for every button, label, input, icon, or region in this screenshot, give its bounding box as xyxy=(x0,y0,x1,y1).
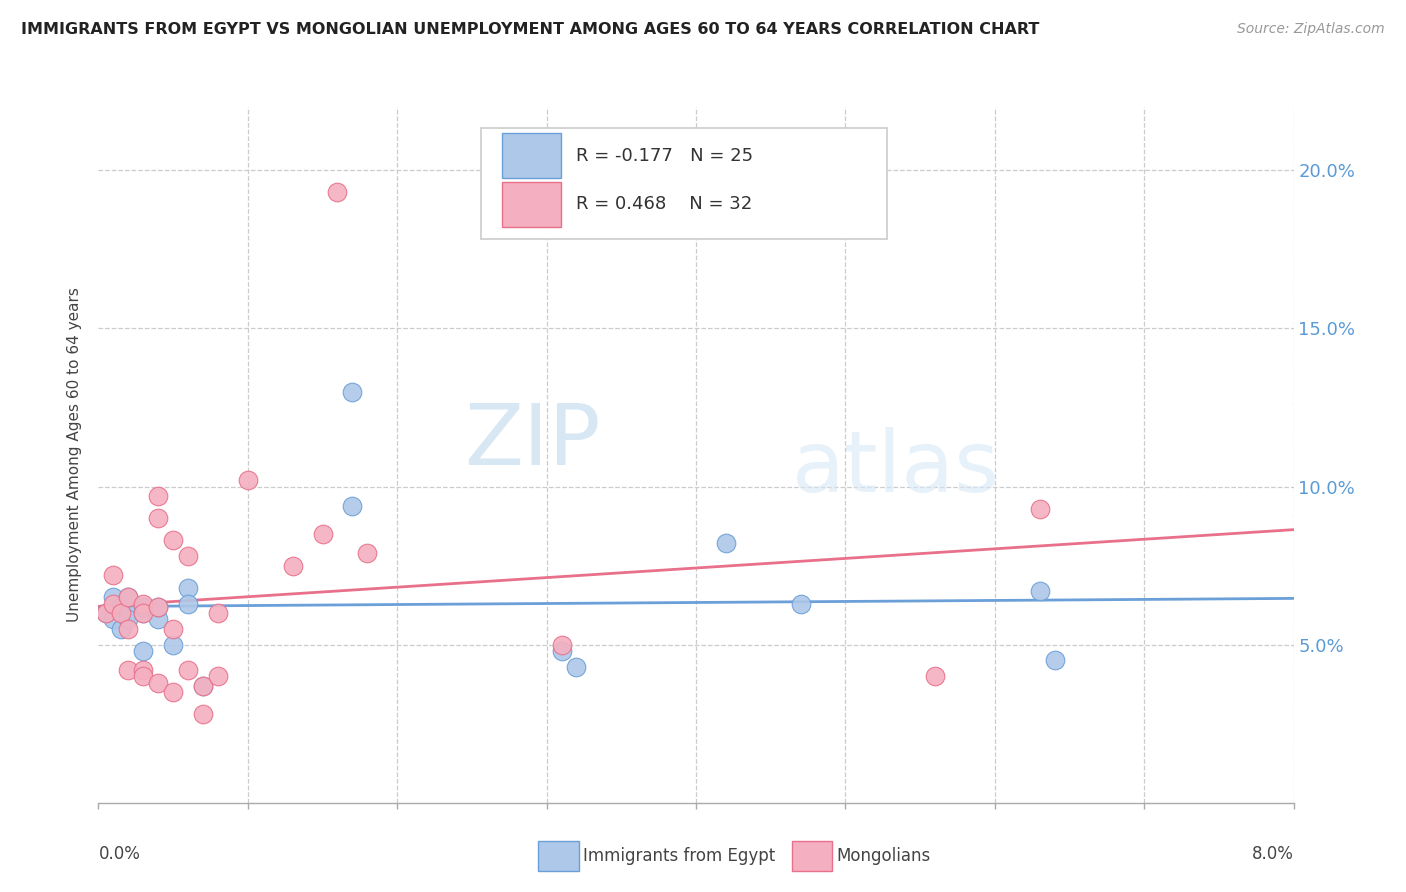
Point xyxy=(342,499,364,513)
Text: 0.0%: 0.0% xyxy=(98,845,141,863)
Text: Source: ZipAtlas.com: Source: ZipAtlas.com xyxy=(1237,22,1385,37)
Point xyxy=(103,597,125,611)
Point xyxy=(132,599,155,614)
Text: R = -0.177   N = 25: R = -0.177 N = 25 xyxy=(576,147,754,165)
Point xyxy=(117,622,139,636)
Point xyxy=(117,591,139,605)
Point xyxy=(117,663,139,677)
Point xyxy=(132,669,155,683)
Point xyxy=(191,679,214,693)
Text: atlas: atlas xyxy=(792,427,1000,510)
Point xyxy=(177,597,200,611)
Point xyxy=(162,685,184,699)
Point xyxy=(162,533,184,548)
Text: ZIP: ZIP xyxy=(464,400,600,483)
Point xyxy=(148,612,170,626)
Point xyxy=(311,527,333,541)
Text: Immigrants from Egypt: Immigrants from Egypt xyxy=(583,847,776,865)
Point xyxy=(326,186,349,200)
Point xyxy=(177,549,200,563)
Point xyxy=(110,622,132,636)
Point xyxy=(132,606,155,620)
Point xyxy=(207,606,229,620)
Point xyxy=(191,707,214,722)
Point xyxy=(1028,501,1050,516)
Point xyxy=(110,599,132,614)
Text: R = 0.468    N = 32: R = 0.468 N = 32 xyxy=(576,195,752,213)
Point xyxy=(550,638,572,652)
Point xyxy=(281,558,304,573)
Point xyxy=(103,591,125,605)
Point xyxy=(148,511,170,525)
Point xyxy=(132,606,155,620)
Point xyxy=(356,546,378,560)
Point xyxy=(103,612,125,626)
Point xyxy=(177,663,200,677)
FancyBboxPatch shape xyxy=(502,134,561,178)
Text: Mongolians: Mongolians xyxy=(837,847,931,865)
Point xyxy=(1028,583,1050,598)
Point xyxy=(236,473,259,487)
Point xyxy=(207,669,229,683)
Point xyxy=(565,660,588,674)
Point xyxy=(132,597,155,611)
Point xyxy=(924,669,946,683)
Point xyxy=(132,644,155,658)
Point xyxy=(94,606,117,620)
Point xyxy=(148,489,170,503)
Point xyxy=(132,663,155,677)
Y-axis label: Unemployment Among Ages 60 to 64 years: Unemployment Among Ages 60 to 64 years xyxy=(67,287,83,623)
Point xyxy=(177,581,200,595)
FancyBboxPatch shape xyxy=(481,128,887,239)
Point xyxy=(162,638,184,652)
Point xyxy=(103,568,125,582)
Point xyxy=(117,612,139,626)
Point xyxy=(162,622,184,636)
Point xyxy=(148,599,170,614)
Point xyxy=(714,536,737,550)
Point xyxy=(117,591,139,605)
Point xyxy=(789,597,811,611)
Point xyxy=(110,606,132,620)
Point xyxy=(1043,653,1066,667)
Text: IMMIGRANTS FROM EGYPT VS MONGOLIAN UNEMPLOYMENT AMONG AGES 60 TO 64 YEARS CORREL: IMMIGRANTS FROM EGYPT VS MONGOLIAN UNEMP… xyxy=(21,22,1039,37)
Point xyxy=(94,606,117,620)
Point xyxy=(191,679,214,693)
FancyBboxPatch shape xyxy=(502,182,561,227)
Point xyxy=(148,675,170,690)
Point xyxy=(117,606,139,620)
Point xyxy=(550,644,572,658)
Point xyxy=(342,384,364,399)
Text: 8.0%: 8.0% xyxy=(1251,845,1294,863)
Point xyxy=(148,599,170,614)
